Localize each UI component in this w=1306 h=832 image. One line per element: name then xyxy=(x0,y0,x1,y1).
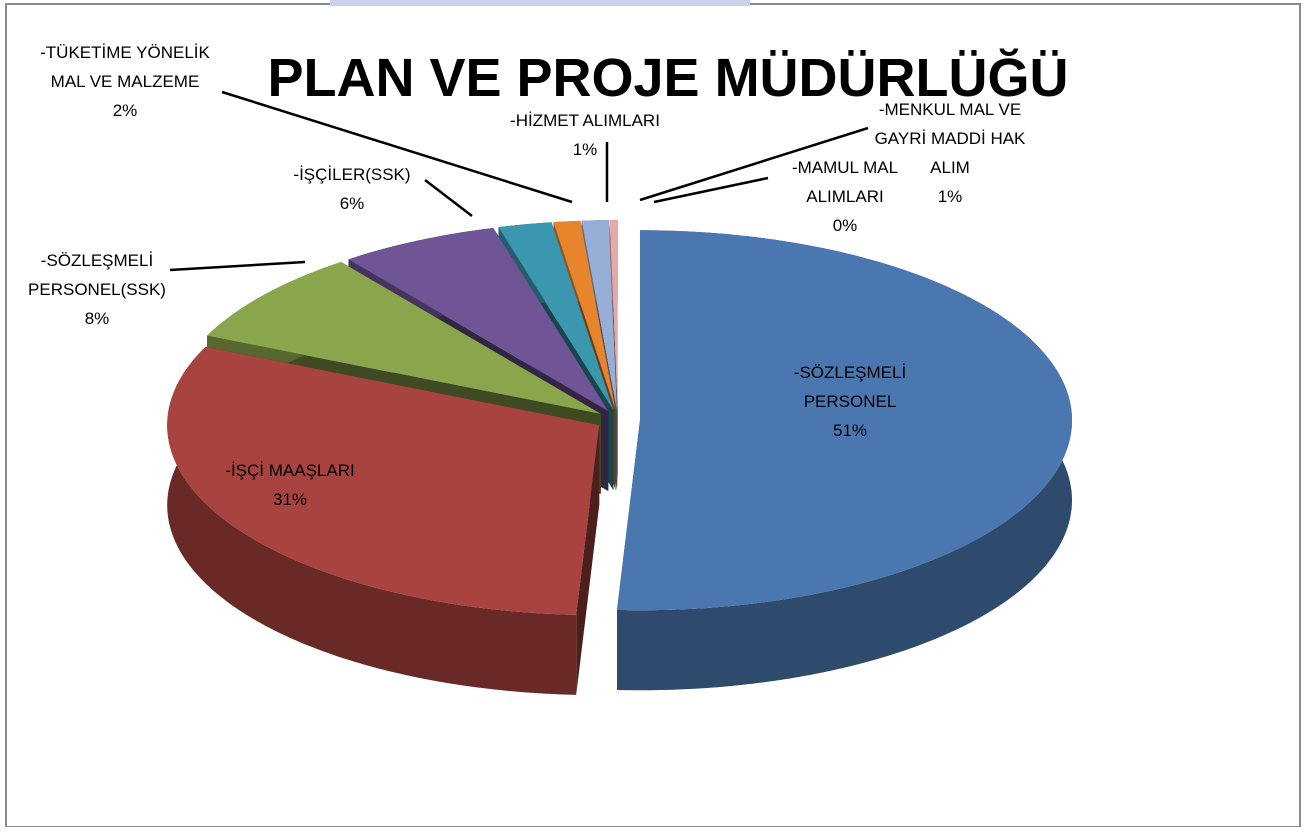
data-label: 6% xyxy=(340,194,365,213)
top-edge xyxy=(330,0,750,6)
label-line: ALIMLARI xyxy=(806,187,883,206)
label-line: -HİZMET ALIMLARI xyxy=(510,111,660,130)
data-label: 0% xyxy=(833,216,858,235)
leader-line xyxy=(169,260,306,272)
slice xyxy=(498,222,614,411)
slice xyxy=(609,220,618,411)
slice xyxy=(167,346,600,615)
label-line: PERSONEL(SSK) xyxy=(28,280,166,299)
data-label-name: -MAMUL MAL ALIMLARI xyxy=(792,158,898,206)
data-label-name: -SÖZLEŞMELİ PERSONEL xyxy=(794,363,906,411)
label-line: PERSONEL xyxy=(804,392,897,411)
label-line: -MENKUL MAL VE xyxy=(879,100,1021,119)
label-line: -İŞÇİ MAAŞLARI xyxy=(225,461,354,480)
slice-wall xyxy=(167,346,577,695)
slice xyxy=(581,220,617,411)
data-label-name: -SÖZLEŞMELİ PERSONEL(SSK) xyxy=(28,251,166,299)
slice xyxy=(553,220,616,411)
leader-line xyxy=(653,176,769,204)
label-line: -İŞÇİLER(SSK) xyxy=(293,165,410,184)
slice xyxy=(348,227,609,412)
label-line: -TÜKETİME YÖNELİK xyxy=(40,43,210,62)
data-label: 2% xyxy=(113,101,138,120)
data-label-name: -MENKUL MAL VE GAYRİ MADDİ HAK ALIM xyxy=(875,100,1026,177)
data-label: 51% xyxy=(833,421,867,440)
slice xyxy=(617,230,1072,611)
data-label-name: -HİZMET ALIMLARI xyxy=(510,111,660,130)
label-line: MAL VE MALZEME xyxy=(51,72,200,91)
data-label: 1% xyxy=(938,187,963,206)
leader-line xyxy=(221,90,573,204)
data-label: 31% xyxy=(273,490,307,509)
label-line: -SÖZLEŞMELİ xyxy=(794,363,906,382)
label-line: -MAMUL MAL xyxy=(792,158,898,177)
label-line: ALIM xyxy=(930,158,970,177)
data-label: 1% xyxy=(573,140,598,159)
data-label-name: -İŞÇİ MAAŞLARI xyxy=(225,461,354,480)
label-line: -SÖZLEŞMELİ xyxy=(41,251,153,270)
data-label-name: -İŞÇİLER(SSK) xyxy=(293,165,410,184)
label-line: GAYRİ MADDİ HAK xyxy=(875,129,1026,148)
leader-line xyxy=(424,179,473,217)
chart-title: PLAN VE PROJE MÜDÜRLÜĞÜ xyxy=(267,48,1068,108)
data-label: 8% xyxy=(85,309,110,328)
slice xyxy=(207,262,601,414)
leader-line xyxy=(639,126,869,202)
data-label-name: -TÜKETİME YÖNELİK MAL VE MALZEME xyxy=(40,43,210,91)
